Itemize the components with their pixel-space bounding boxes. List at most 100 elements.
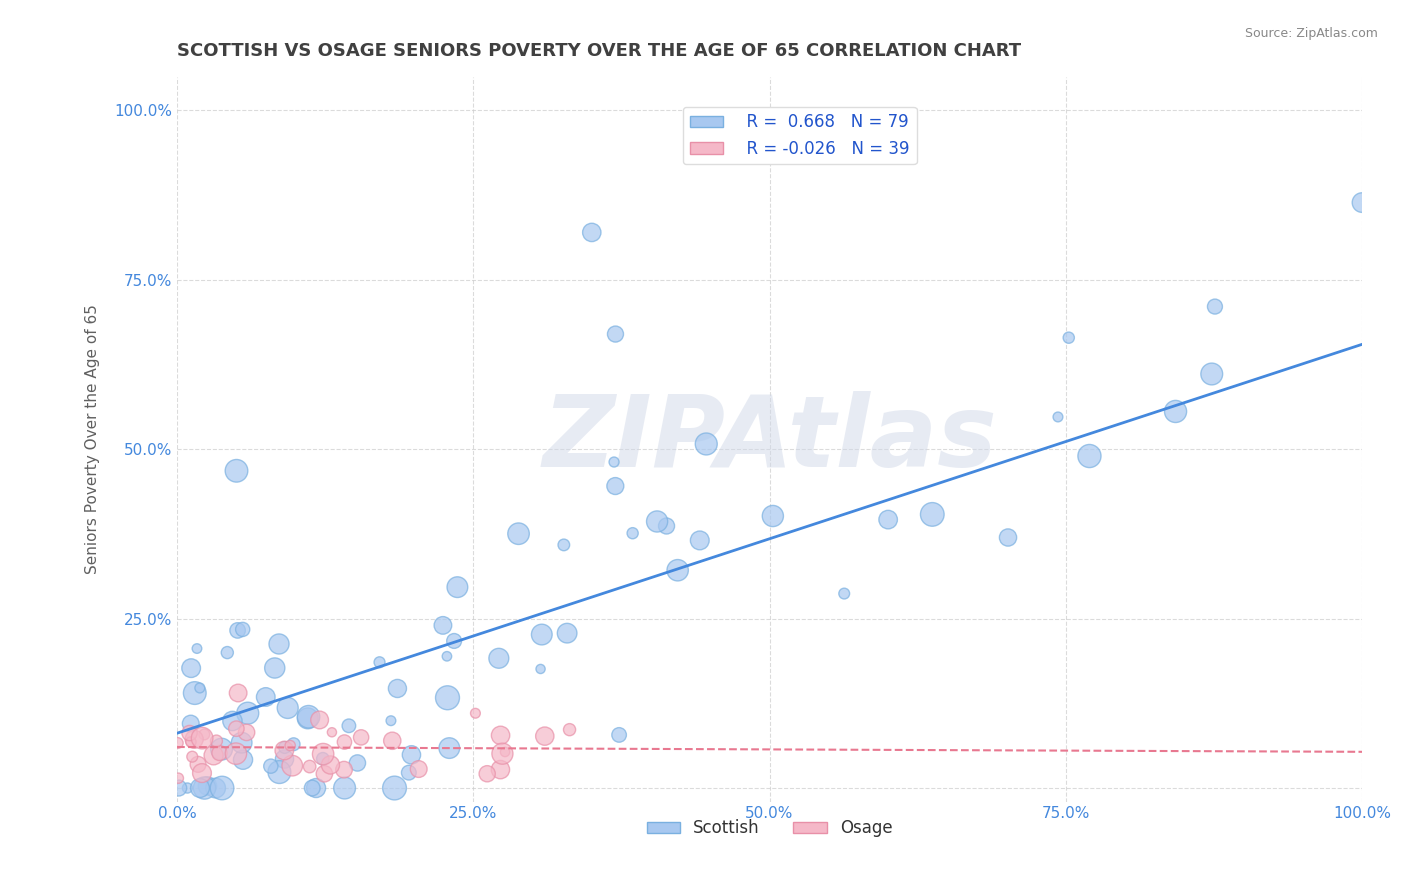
Point: [381, 733, 404, 747]
Point: [202, 748, 225, 763]
Point: [1078, 449, 1101, 463]
Point: [231, 736, 253, 750]
Point: [191, 766, 214, 780]
Point: [297, 710, 319, 724]
Point: [645, 515, 668, 529]
Point: [273, 740, 295, 755]
Point: [553, 538, 575, 552]
Point: [281, 758, 304, 772]
Point: [226, 624, 249, 638]
Point: [1046, 409, 1069, 424]
Point: [188, 780, 211, 795]
Point: [263, 661, 285, 675]
Point: [762, 508, 785, 523]
Point: [235, 725, 257, 739]
Point: [267, 637, 290, 651]
Point: [1204, 300, 1226, 314]
Point: [179, 726, 201, 740]
Point: [558, 723, 581, 737]
Point: [350, 731, 373, 745]
Point: [167, 771, 190, 785]
Point: [666, 563, 689, 577]
Point: [446, 580, 468, 594]
Point: [689, 533, 711, 548]
Point: [384, 780, 406, 795]
Text: ZIPAtlas: ZIPAtlas: [543, 391, 997, 488]
Point: [305, 780, 328, 795]
Point: [176, 780, 198, 795]
Point: [368, 655, 391, 669]
Point: [380, 714, 402, 728]
Point: [273, 752, 295, 766]
Point: [260, 759, 283, 773]
Point: [204, 780, 226, 795]
Point: [205, 734, 228, 748]
Point: [181, 749, 204, 764]
Point: [193, 780, 215, 795]
Point: [398, 765, 420, 780]
Point: [921, 508, 943, 522]
Point: [301, 780, 323, 795]
Point: [1201, 367, 1223, 381]
Point: [188, 681, 211, 695]
Point: [221, 714, 243, 728]
Point: [197, 779, 219, 793]
Point: [436, 690, 458, 705]
Point: [226, 686, 249, 700]
Point: [333, 763, 356, 777]
Point: [187, 757, 209, 772]
Point: [319, 758, 342, 772]
Point: [408, 762, 430, 776]
Point: [443, 634, 465, 648]
Point: [333, 735, 356, 749]
Point: [283, 737, 305, 751]
Point: [298, 759, 321, 773]
Point: [166, 736, 188, 750]
Point: [607, 728, 630, 742]
Point: [225, 464, 247, 478]
Point: [183, 732, 205, 747]
Y-axis label: Seniors Poverty Over the Age of 65: Seniors Poverty Over the Age of 65: [86, 304, 100, 574]
Point: [277, 701, 299, 715]
Point: [477, 766, 499, 780]
Point: [529, 662, 551, 676]
Point: [530, 627, 553, 641]
Point: [1057, 331, 1080, 345]
Text: Source: ZipAtlas.com: Source: ZipAtlas.com: [1244, 27, 1378, 40]
Point: [232, 753, 254, 767]
Point: [254, 690, 277, 704]
Point: [180, 716, 202, 731]
Point: [832, 586, 855, 600]
Point: [167, 780, 190, 795]
Point: [1351, 195, 1374, 210]
Point: [337, 719, 360, 733]
Point: [464, 706, 486, 721]
Point: [488, 651, 510, 665]
Point: [877, 513, 900, 527]
Point: [184, 686, 207, 700]
Point: [695, 437, 717, 451]
Point: [491, 747, 513, 761]
Point: [269, 765, 291, 780]
Point: [1164, 404, 1187, 418]
Point: [278, 739, 301, 753]
Point: [439, 741, 461, 756]
Point: [533, 729, 555, 743]
Point: [555, 626, 578, 640]
Point: [225, 747, 247, 761]
Point: [436, 649, 458, 664]
Point: [605, 327, 627, 342]
Point: [312, 747, 335, 761]
Point: [432, 618, 454, 632]
Point: [180, 735, 202, 749]
Point: [297, 711, 319, 725]
Point: [308, 713, 330, 727]
Point: [401, 747, 423, 762]
Point: [997, 531, 1019, 545]
Point: [273, 743, 295, 757]
Point: [314, 766, 336, 780]
Point: [489, 763, 512, 777]
Point: [605, 479, 627, 493]
Point: [217, 646, 239, 660]
Text: SCOTTISH VS OSAGE SENIORS POVERTY OVER THE AGE OF 65 CORRELATION CHART: SCOTTISH VS OSAGE SENIORS POVERTY OVER T…: [177, 42, 1021, 60]
